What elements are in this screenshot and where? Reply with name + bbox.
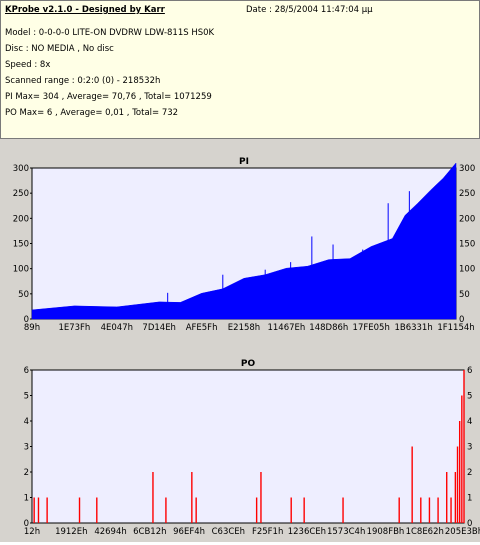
separator [0, 339, 480, 349]
pi-summary-line: PI Max= 304 , Average= 70,76 , Total= 10… [5, 92, 212, 102]
pi-ytick-right: 250 [459, 189, 475, 199]
po-ytick-left: 2 [24, 468, 29, 478]
po-xtick-label: C63CEh [212, 527, 245, 537]
po-ytick-left: 3 [24, 443, 29, 453]
pi-xtick-label: 89h [24, 323, 40, 333]
pi-xtick-label: 11467Eh [267, 323, 305, 333]
pi-ytick-right: 0 [459, 315, 464, 325]
pi-ytick-right: 200 [459, 214, 475, 224]
pi-chart-panel: PI 300 300 250 250 200 200 150 150 100 100 50 50 0 0 89… [0, 149, 480, 339]
po-ytick-right: 2 [467, 468, 472, 478]
pi-xtick-label: 148D86h [309, 323, 348, 333]
po-xtick-label: 205E3Bh [445, 527, 480, 537]
model-line: Model : 0-0-0-0 LITE-ON DVDRW LDW-811S H… [5, 28, 215, 38]
po-xtick-label: 1912Eh [55, 527, 87, 537]
po-ytick-left: 4 [24, 417, 29, 427]
separator [0, 139, 480, 149]
po-chart-panel: PO 6 6 5 5 4 4 3 3 2 2 1 1 0 0 12h 1912Eh 42694h 6CB12h 96E… [0, 349, 480, 542]
pi-ytick-left: 150 [13, 240, 29, 250]
po-xtick-label: 1908FBh [367, 527, 405, 537]
pi-ytick-right: 100 [459, 265, 475, 275]
pi-ytick-right: 300 [459, 164, 475, 174]
app-title: KProbe v2.1.0 - Designed by Karr [5, 5, 165, 15]
pi-xtick-label: 7D14Eh [142, 323, 176, 333]
pi-xtick-label: 1E73Fh [58, 323, 90, 333]
po-xtick-label: F25F1h [252, 527, 283, 537]
pi-xtick-label: AFE5Fh [186, 323, 218, 333]
pi-ytick-left: 250 [13, 189, 29, 199]
pi-ytick-left: 300 [13, 164, 29, 174]
pi-series-area [31, 162, 457, 320]
po-ytick-right: 6 [467, 366, 472, 376]
po-ytick-left: 5 [24, 392, 29, 402]
po-xtick-label: 96EF4h [173, 527, 205, 537]
scanned-range-line: Scanned range : 0:2:0 (0) - 218532h [5, 76, 161, 86]
pi-xtick-label: 1B6331h [394, 323, 432, 333]
po-xtick-label: 1236CEh [288, 527, 326, 537]
disc-line: Disc : NO MEDIA , No disc [5, 44, 114, 54]
po-xtick-label: 42694h [94, 527, 126, 537]
pi-ytick-left: 100 [13, 265, 29, 275]
pi-xtick-label: 17FE05h [353, 323, 390, 333]
po-summary-line: PO Max= 6 , Average= 0,01 , Total= 732 [5, 108, 179, 118]
pi-ytick-left: 50 [18, 290, 29, 300]
pi-xtick-label: 1F1154h [437, 323, 474, 333]
pi-xtick-label: 4E047h [101, 323, 133, 333]
po-xtick-label: 6CB12h [133, 527, 166, 537]
po-ytick-left: 1 [24, 494, 29, 504]
pi-ytick-right: 150 [459, 240, 475, 250]
po-plot-area [31, 369, 465, 524]
po-ytick-left: 0 [24, 519, 29, 529]
pi-xtick-label: E2158h [228, 323, 260, 333]
po-ytick-left: 6 [24, 366, 29, 376]
po-ytick-right: 5 [467, 392, 472, 402]
pi-ytick-left: 200 [13, 214, 29, 224]
pi-title: PI [239, 157, 249, 167]
speed-line: Speed : 8x [5, 60, 51, 70]
po-ytick-right: 1 [467, 494, 472, 504]
pi-ytick-left: 0 [24, 315, 29, 325]
po-title: PO [241, 359, 256, 369]
po-ytick-right: 3 [467, 443, 472, 453]
po-xtick-label: 1C8E62h [406, 527, 444, 537]
po-ytick-right: 0 [467, 519, 472, 529]
info-panel: KProbe v2.1.0 - Designed by Karr Date : … [0, 0, 480, 139]
po-xtick-label: 1573C4h [327, 527, 365, 537]
pi-ytick-right: 50 [459, 290, 470, 300]
po-ytick-right: 4 [467, 417, 472, 427]
po-xtick-label: 12h [24, 527, 40, 537]
scan-date: Date : 28/5/2004 11:47:04 μμ [246, 5, 373, 15]
